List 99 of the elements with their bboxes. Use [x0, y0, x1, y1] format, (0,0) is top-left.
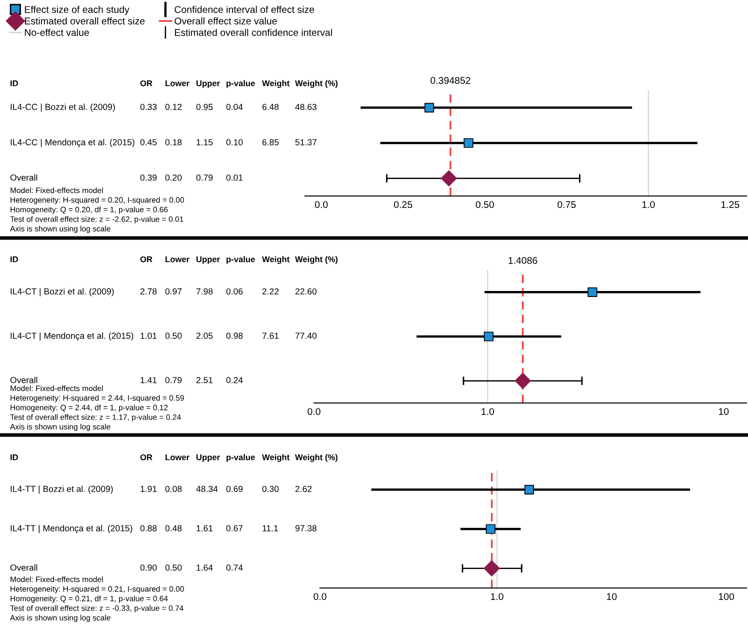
text: 0.30 — [262, 486, 279, 492]
category-label: Overall — [10, 376, 38, 384]
text: Weight (%) — [295, 256, 338, 264]
text: ID — [10, 256, 18, 262]
text: 0.67 — [226, 525, 243, 532]
text: Weight — [262, 80, 290, 88]
text: 1.01 — [140, 332, 157, 339]
annotation: 48.63 — [295, 104, 317, 110]
text: 0.39 — [140, 174, 157, 181]
text: Upper — [196, 454, 220, 462]
x-tick-label: 0.0 — [314, 593, 326, 600]
text: 7.98 — [196, 288, 213, 295]
text: p-value — [226, 256, 255, 264]
text: No-effect value — [24, 28, 89, 36]
x-tick-label: 0.0 — [308, 408, 320, 415]
text: 48.34 — [196, 486, 218, 492]
text: 2.05 — [196, 332, 213, 339]
x-tick-label: 1.0 — [490, 593, 504, 600]
text: 0.33 — [140, 104, 157, 110]
text: Lower — [166, 256, 190, 262]
text: p-value — [226, 454, 255, 462]
text: 0.50 — [165, 564, 182, 571]
ref-line-label: 0.394852 — [430, 77, 470, 84]
text: 1.61 — [196, 525, 213, 532]
annotation: 51.37 — [295, 139, 316, 146]
category-label: Overall — [10, 564, 38, 571]
text: 1.91 — [140, 486, 157, 492]
category-label: IL4-TT | Bozzi et al. (2009) — [10, 486, 113, 494]
text: 6.85 — [262, 139, 279, 146]
text: 0.50 — [165, 332, 182, 339]
x-tick-label: 100 — [718, 593, 734, 600]
text: 0.08 — [165, 486, 182, 492]
text: Lower — [166, 454, 190, 460]
text: p-value — [226, 80, 255, 88]
text: OR — [140, 454, 152, 460]
text: Weight — [262, 256, 290, 264]
text: OR — [140, 80, 152, 86]
text: OR — [140, 256, 152, 262]
annotation: 22.60 — [295, 288, 317, 295]
x-tick-label: 1.0 — [642, 201, 655, 208]
x-tick-label: 0.25 — [394, 201, 412, 208]
category-label: IL4-CC | Mendonça et al. (2015) — [10, 138, 134, 148]
legend-label: Effect size of each study — [24, 6, 130, 15]
category-label: IL4-CT | Bozzi et al. (2009) — [10, 288, 114, 296]
text: 0.06 — [226, 288, 243, 295]
text: 0.04 — [226, 104, 243, 110]
text: 0.01 — [226, 174, 243, 181]
category-label: IL4-CC | Bozzi et al. (2009) — [10, 104, 115, 112]
text: 11.1 — [262, 525, 278, 532]
text: 1.64 — [196, 564, 213, 571]
text: 0.79 — [196, 174, 213, 181]
text: Weight (%) — [295, 80, 338, 88]
x-tick-label: 0.0 — [314, 201, 328, 208]
text: 0.74 — [226, 564, 243, 571]
text: 2.78 — [140, 288, 157, 295]
text: 0.24 — [226, 376, 243, 384]
text: 6.48 — [262, 104, 279, 110]
text: 0.88 — [140, 525, 157, 532]
legend-label: Estimated overall effect size — [24, 17, 145, 24]
category-label: Overall — [10, 174, 38, 181]
text: ID — [10, 80, 18, 86]
text: Weight (%) — [295, 454, 338, 462]
text: 97.38 — [295, 525, 317, 532]
text: 0.69 — [226, 486, 243, 492]
text: Confidence interval of effect size — [174, 6, 314, 13]
text: 1.15 — [196, 139, 213, 146]
text: 0.20 — [165, 174, 182, 181]
text: Overall effect size value — [174, 17, 277, 24]
x-tick-label: 0.50 — [476, 201, 494, 208]
text: 0.10 — [226, 139, 243, 146]
category-label: IL4-CT | Mendonça et al. (2015) — [10, 332, 134, 341]
text: 0.95 — [196, 104, 213, 110]
text: Upper — [196, 256, 220, 264]
text: 2.22 — [262, 288, 279, 294]
text: 0.97 — [165, 288, 182, 295]
text: 0.79 — [165, 376, 182, 384]
text: 2.62 — [295, 486, 312, 492]
x-tick-label: 1.25 — [721, 201, 740, 208]
text: Lower — [166, 80, 190, 86]
text: 1.41 — [140, 377, 157, 384]
x-tick-label: 10 — [606, 593, 617, 600]
x-tick-label: 1.0 — [482, 408, 494, 415]
annotation: 77.40 — [295, 332, 317, 339]
text: 2.51 — [196, 376, 213, 384]
category-label: IL4-TT | Mendonça et al. (2015) — [10, 524, 132, 534]
x-tick-label: 0.75 — [558, 201, 576, 208]
text: 7.61 — [262, 332, 279, 339]
ref-line-label: 1.4086 — [508, 257, 538, 264]
text: Estimated overall confidence interval — [174, 28, 332, 36]
text: 0.48 — [165, 525, 182, 532]
text: 0.98 — [226, 332, 243, 339]
text: 0.18 — [165, 139, 182, 146]
text: 0.45 — [140, 139, 157, 146]
text: Upper — [196, 80, 220, 88]
text: ID — [10, 454, 18, 460]
text: 0.12 — [165, 104, 182, 110]
text: Weight — [262, 454, 290, 462]
text: 0.90 — [140, 564, 157, 571]
x-tick-label: 10 — [718, 408, 729, 415]
